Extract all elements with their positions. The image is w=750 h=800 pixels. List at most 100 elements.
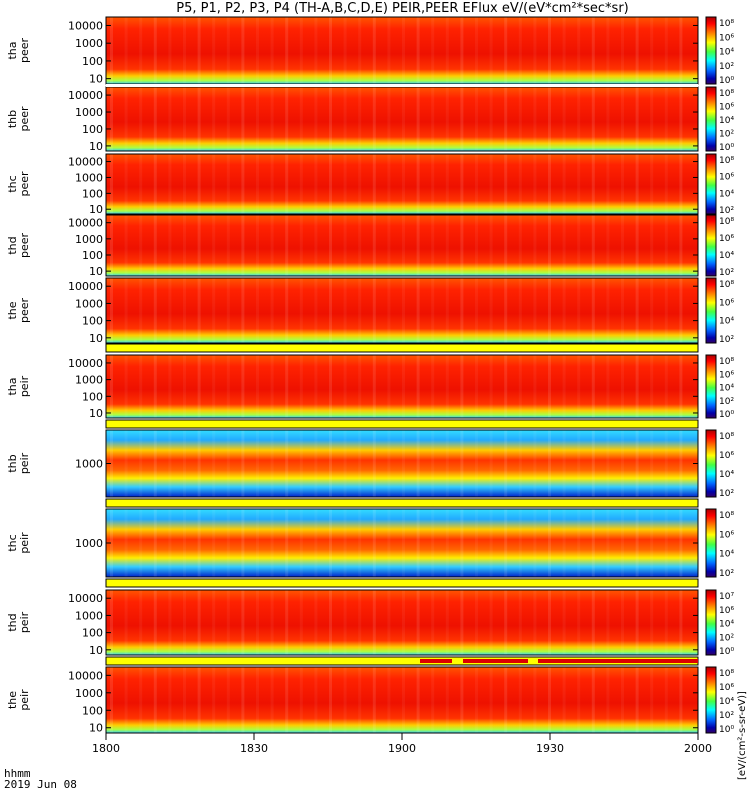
y-axis-label-thbpeir: thbpeir — [6, 452, 31, 474]
y-tick-label: 10 — [89, 140, 103, 153]
texture-streak — [533, 17, 537, 84]
texture-streak — [329, 667, 332, 733]
texture-streak — [358, 667, 362, 733]
texture-streak — [475, 590, 478, 655]
texture-streak — [226, 590, 230, 655]
texture-streak — [504, 430, 508, 497]
texture-streak — [183, 590, 186, 655]
texture-streak — [358, 355, 362, 418]
spectrogram-thdpeer — [106, 215, 698, 276]
texture-streak — [329, 430, 332, 497]
texture-streak — [475, 215, 478, 276]
colorbar-tick-label: 10⁶ — [719, 103, 734, 113]
texture-streak — [460, 17, 464, 84]
texture-streak — [548, 87, 551, 151]
texture-streak — [226, 154, 230, 214]
y-tick-label: 100 — [82, 249, 103, 262]
y-tick-label: 10 — [89, 332, 103, 345]
texture-streak — [256, 509, 259, 577]
texture-streak — [153, 278, 157, 343]
texture-streak — [168, 17, 172, 84]
texture-streak — [548, 667, 551, 733]
texture-streak — [299, 430, 303, 497]
texture-streak — [518, 154, 522, 214]
texture-streak — [679, 590, 683, 655]
texture-streak — [606, 215, 610, 276]
texture-streak — [299, 667, 303, 733]
texture-streak — [679, 430, 683, 497]
texture-streak — [416, 278, 420, 343]
texture-streak — [475, 430, 478, 497]
texture-streak — [256, 17, 259, 84]
texture-streak — [679, 667, 683, 733]
texture-streak — [329, 355, 332, 418]
texture-streak — [139, 355, 143, 418]
texture-streak — [212, 430, 216, 497]
texture-streak — [241, 667, 245, 733]
colorbar-tick-label: 10⁸ — [719, 432, 734, 442]
texture-streak — [635, 590, 639, 655]
texture-streak — [431, 87, 435, 151]
texture-streak — [679, 215, 683, 276]
colorbar-tick-label: 10⁴ — [719, 116, 734, 126]
texture-streak — [518, 355, 522, 418]
texture-streak — [548, 509, 551, 577]
texture-streak — [197, 87, 201, 151]
texture-streak — [212, 215, 216, 276]
texture-streak — [197, 215, 201, 276]
panel-thcpeir: 1000 thcpeir 10⁸ 10⁶ 10⁴ 10² — [6, 508, 734, 579]
colorbar-tick-label: 10⁸ — [719, 280, 734, 290]
y-tick-label: 100 — [82, 315, 103, 328]
texture-streak — [299, 355, 303, 418]
texture-streak — [139, 667, 143, 733]
spectrogram-thapeir — [106, 355, 698, 418]
texture-streak — [183, 17, 186, 84]
colorbar-tick-label: 10⁴ — [719, 550, 734, 560]
texture-streak — [475, 87, 478, 151]
texture-streak — [504, 667, 508, 733]
texture-streak — [124, 154, 128, 214]
texture-streak — [372, 430, 376, 497]
texture-streak — [402, 17, 405, 84]
texture-streak — [329, 17, 332, 84]
texture-streak — [504, 215, 508, 276]
texture-streak — [679, 509, 683, 577]
texture-streak — [591, 355, 595, 418]
texture-streak — [168, 509, 172, 577]
texture-streak — [475, 509, 478, 577]
colorbar-thbpeir — [705, 429, 717, 498]
texture-streak — [358, 215, 362, 276]
texture-streak — [343, 355, 347, 418]
texture-streak — [504, 509, 508, 577]
texture-streak — [416, 667, 420, 733]
texture-streak — [270, 215, 274, 276]
texture-streak — [533, 154, 537, 214]
texture-streak — [591, 215, 595, 276]
texture-streak — [591, 590, 595, 655]
colorbar-tick-label: 10⁶ — [719, 33, 734, 43]
texture-streak — [504, 355, 508, 418]
texture-streak — [241, 430, 245, 497]
texture-streak — [153, 87, 157, 151]
texture-streak — [562, 667, 566, 733]
texture-streak — [402, 430, 405, 497]
colorbar-tick-label: 10⁴ — [719, 697, 734, 707]
texture-streak — [621, 215, 624, 276]
texture-streak — [270, 278, 274, 343]
y-tick-label: 10 — [89, 265, 103, 278]
texture-streak — [110, 87, 113, 151]
texture-streak — [650, 278, 654, 343]
texture-streak — [606, 509, 610, 577]
texture-streak — [139, 154, 143, 214]
texture-streak — [577, 215, 581, 276]
colorbar-thbpeer — [705, 86, 717, 152]
texture-streak — [183, 667, 186, 733]
texture-streak — [270, 355, 274, 418]
y-axis-label-thapeer: thapeer — [6, 38, 31, 64]
texture-streak — [241, 87, 245, 151]
texture-streak — [402, 87, 405, 151]
texture-streak — [402, 509, 405, 577]
texture-streak — [241, 17, 245, 84]
texture-streak — [621, 590, 624, 655]
colorbar-tick-label: 10⁰ — [719, 143, 734, 153]
